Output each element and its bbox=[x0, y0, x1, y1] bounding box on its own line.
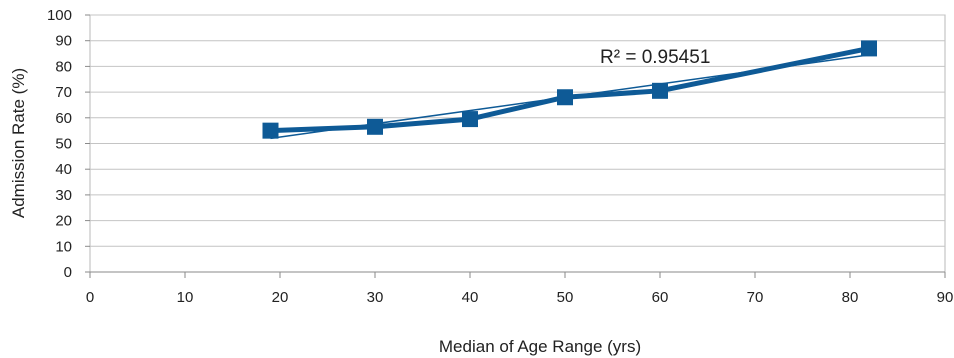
x-tick-label: 0 bbox=[86, 289, 94, 306]
x-tick-label: 90 bbox=[937, 289, 954, 306]
y-tick-label: 70 bbox=[55, 84, 72, 101]
data-point-marker bbox=[861, 40, 877, 57]
y-tick-label: 80 bbox=[55, 58, 72, 75]
y-tick-label: 90 bbox=[55, 33, 72, 50]
y-tick-label: 100 bbox=[47, 7, 72, 24]
y-tick-label: 30 bbox=[55, 187, 72, 204]
axes bbox=[85, 14, 946, 278]
x-tick-label: 70 bbox=[747, 289, 764, 306]
y-tick-label: 60 bbox=[55, 110, 72, 127]
y-tick-label: 40 bbox=[55, 161, 72, 178]
data-point-marker bbox=[367, 118, 383, 135]
y-tick-label: 10 bbox=[55, 238, 72, 255]
gridlines bbox=[90, 14, 945, 247]
x-tick-label: 80 bbox=[842, 289, 859, 306]
x-axis-title: Median of Age Range (yrs) bbox=[439, 337, 641, 356]
r-squared-annotation: R² = 0.95451 bbox=[600, 47, 710, 68]
x-tick-label: 60 bbox=[652, 289, 669, 306]
y-axis-title: Admission Rate (%) bbox=[9, 68, 28, 218]
x-tick-label: 10 bbox=[177, 289, 194, 306]
data-point-marker bbox=[462, 111, 478, 128]
series-line bbox=[268, 45, 872, 134]
y-tick-label: 0 bbox=[64, 264, 72, 281]
x-tick-label: 20 bbox=[272, 289, 289, 306]
tick-labels: 0 10 20 30 40 50 60 70 80 90 100 0 10 20 30 40 50 60 70 80 9… bbox=[47, 7, 953, 306]
series-layer bbox=[262, 40, 877, 139]
data-point-marker bbox=[557, 89, 573, 106]
data-point-marker bbox=[262, 122, 279, 139]
x-tick-label: 40 bbox=[462, 289, 479, 306]
x-tick-label: 30 bbox=[367, 289, 384, 306]
data-point-marker bbox=[652, 82, 668, 99]
y-tick-label: 20 bbox=[55, 213, 72, 230]
x-tick-label: 50 bbox=[557, 289, 574, 306]
y-tick-label: 50 bbox=[55, 136, 72, 153]
